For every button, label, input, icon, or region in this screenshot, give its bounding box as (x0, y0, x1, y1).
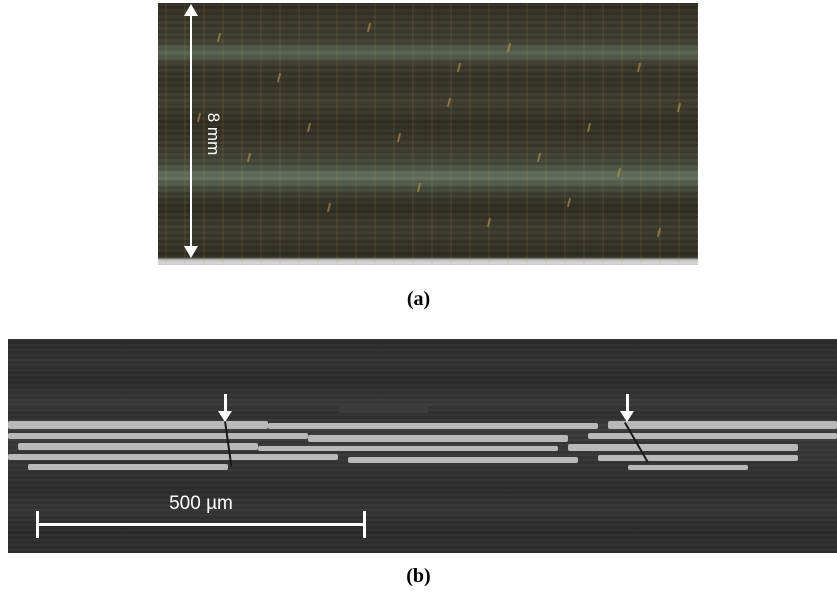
ply-strand (268, 423, 598, 429)
ply-band (158, 45, 698, 65)
caption-a: (a) (406, 288, 431, 310)
ply-strand (18, 443, 258, 450)
ply-strand (258, 446, 558, 451)
ply-strand (308, 435, 568, 442)
scale-label: 500 µm (169, 493, 233, 514)
crack-arrow (620, 394, 634, 422)
ply-strand (348, 457, 578, 463)
dimension-arrow (184, 4, 198, 258)
sem-micrograph (8, 339, 837, 553)
ply-strand (628, 465, 748, 470)
void (338, 403, 428, 413)
ply-strand (598, 455, 798, 461)
ply-strand (608, 421, 837, 429)
fiber-texture (158, 3, 698, 265)
dimension-label: 8 mm (204, 112, 223, 156)
ply-strand (8, 433, 308, 439)
ply-strand (8, 454, 338, 460)
ply-strand (568, 444, 798, 451)
caption-b: (b) (406, 565, 431, 587)
ply-band (158, 163, 698, 193)
ply-strand (8, 421, 268, 429)
laminate-photo (158, 3, 698, 265)
ply-strand (28, 464, 228, 470)
scale-bar (36, 511, 366, 538)
crack-arrow (218, 394, 232, 422)
ply-strand (588, 433, 837, 439)
